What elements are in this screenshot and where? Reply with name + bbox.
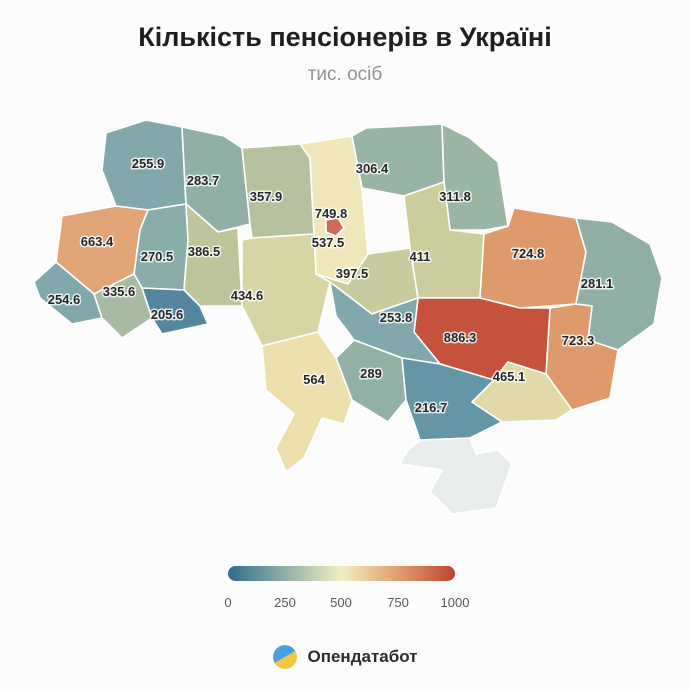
region-label-lviv: 663.4 xyxy=(81,234,114,249)
page-title: Кількість пенсіонерів в Україні xyxy=(138,22,552,52)
region-sumy xyxy=(441,123,509,231)
region-label-chernivtsi: 205.6 xyxy=(151,307,184,322)
color-legend xyxy=(228,566,455,581)
brand-footer: Опендатабот xyxy=(0,644,690,670)
region-label-vinnytsia: 434.6 xyxy=(231,288,264,303)
map-regions xyxy=(33,119,663,515)
region-label-chernihiv: 306.4 xyxy=(356,161,389,176)
region-label-kirovohrad: 253.8 xyxy=(380,310,413,325)
legend-tick-1000: 1000 xyxy=(440,595,470,610)
region-chernivtsi xyxy=(141,287,209,335)
region-label-kyiv-oblast: 537.5 xyxy=(312,235,345,250)
legend-gradient-bar xyxy=(228,566,455,581)
region-label-dnipropetrovsk: 886.3 xyxy=(444,330,477,345)
region-label-ternopil: 270.5 xyxy=(141,249,174,264)
legend-tick-500: 500 xyxy=(330,595,352,610)
region-label-volyn: 255.9 xyxy=(132,156,165,171)
opendatabot-logo-icon xyxy=(273,645,298,669)
region-label-sumy: 311.8 xyxy=(439,189,471,204)
region-label-khmelnytskyi: 386.5 xyxy=(188,244,221,259)
region-label-rivne: 283.7 xyxy=(187,173,220,188)
region-label-zakarpattia: 254.6 xyxy=(48,292,81,307)
region-odesa xyxy=(261,331,353,473)
region-label-donetsk: 723.3 xyxy=(562,333,595,348)
region-label-mykolaiv: 289 xyxy=(360,366,382,381)
region-label-luhansk: 281.1 xyxy=(581,276,614,291)
region-label-ivano-frankivsk: 335.6 xyxy=(103,284,136,299)
region-label-kherson: 216.7 xyxy=(415,400,448,415)
region-khmelnytskyi xyxy=(183,203,243,307)
region-label-cherkasy: 397.5 xyxy=(336,266,369,281)
region-kherson xyxy=(401,357,503,441)
brand-name: Опендатабот xyxy=(307,647,418,666)
map-value-labels: 255.9 283.7 357.9 537.5 749.8 306.4 311.… xyxy=(46,155,615,417)
page-subtitle: тис. осіб xyxy=(307,64,383,85)
region-label-poltava: 411 xyxy=(410,249,431,264)
region-label-kharkiv: 724.8 xyxy=(512,246,545,261)
logo-blue-half xyxy=(273,645,296,663)
region-label-kyiv-city: 749.8 xyxy=(315,206,348,221)
legend-tick-labels: 0 250 500 750 1000 xyxy=(0,595,690,615)
region-label-zaporizhzhia: 465.1 xyxy=(493,369,526,384)
region-kyiv-city xyxy=(325,217,345,237)
region-label-zhytomyr: 357.9 xyxy=(250,189,283,204)
legend-tick-250: 250 xyxy=(274,595,296,610)
region-chernihiv xyxy=(351,123,445,197)
region-label-odesa: 564 xyxy=(303,372,325,387)
legend-tick-750: 750 xyxy=(387,595,409,610)
legend-tick-0: 0 xyxy=(224,595,232,610)
logo-yellow-half xyxy=(275,651,298,669)
region-crimea xyxy=(399,437,513,515)
